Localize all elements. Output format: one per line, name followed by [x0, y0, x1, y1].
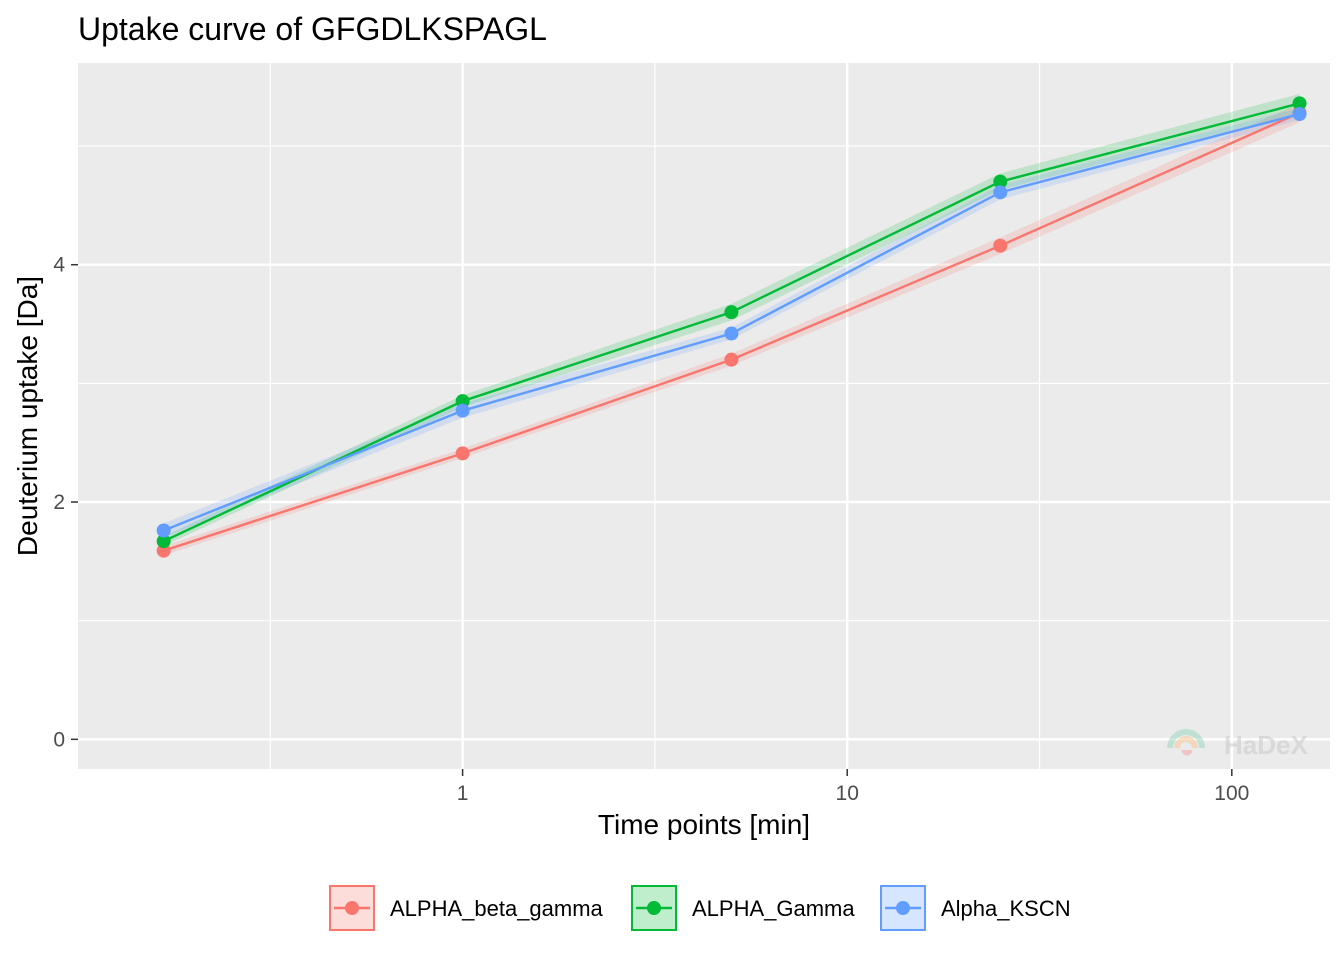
legend-label: ALPHA_Gamma [692, 896, 855, 921]
point-ALPHA_Gamma [724, 305, 739, 320]
x-tick-label: 1 [457, 782, 469, 805]
point-ALPHA_Gamma [1292, 96, 1307, 111]
point-Alpha_KSCN [156, 523, 171, 538]
watermark-text: HaDeX [1224, 730, 1308, 760]
legend-key-point [896, 901, 910, 915]
x-axis-title: Time points [min] [598, 809, 810, 840]
point-Alpha_KSCN [993, 185, 1008, 200]
point-ALPHA_Gamma [993, 174, 1008, 189]
x-axis: 1 10 100 [457, 769, 1249, 805]
y-tick-label: 4 [53, 254, 65, 277]
y-tick-label: 2 [53, 491, 65, 514]
point-Alpha_KSCN [724, 326, 739, 341]
x-tick-label: 100 [1214, 782, 1249, 805]
error-ribbons [163, 93, 1300, 556]
ribbon-ALPHA_beta_gamma [163, 103, 1300, 556]
legend-label: ALPHA_beta_gamma [390, 896, 604, 921]
point-ALPHA_beta_gamma [993, 238, 1008, 253]
legend-item: ALPHA_Gamma [631, 885, 855, 931]
legend-item: ALPHA_beta_gamma [329, 885, 604, 931]
series-points [156, 96, 1307, 558]
ribbon-ALPHA_Gamma [163, 93, 1300, 546]
point-Alpha_KSCN [1292, 107, 1307, 122]
point-Alpha_KSCN [455, 403, 470, 418]
plot-panel [78, 63, 1330, 769]
y-axis: 0 2 4 [53, 254, 78, 751]
grid-minor [78, 63, 1330, 769]
chart-title: Uptake curve of GFGDLKSPAGL [78, 11, 547, 47]
legend: ALPHA_beta_gamma ALPHA_Gamma Alpha_KSCN [329, 885, 1071, 931]
legend-key-point [647, 901, 661, 915]
hadex-watermark: HaDeX [1167, 729, 1308, 760]
legend-key-point [345, 901, 359, 915]
y-tick-label: 0 [53, 728, 65, 751]
x-tick-label: 10 [836, 782, 859, 805]
point-ALPHA_beta_gamma [455, 446, 470, 461]
legend-label: Alpha_KSCN [941, 896, 1071, 921]
hadex-logo-icon [1167, 729, 1205, 756]
grid-major [78, 63, 1330, 769]
legend-item: Alpha_KSCN [880, 885, 1071, 931]
y-axis-title: Deuterium uptake [Da] [12, 276, 43, 556]
point-ALPHA_Gamma [156, 534, 171, 549]
point-ALPHA_beta_gamma [724, 352, 739, 367]
